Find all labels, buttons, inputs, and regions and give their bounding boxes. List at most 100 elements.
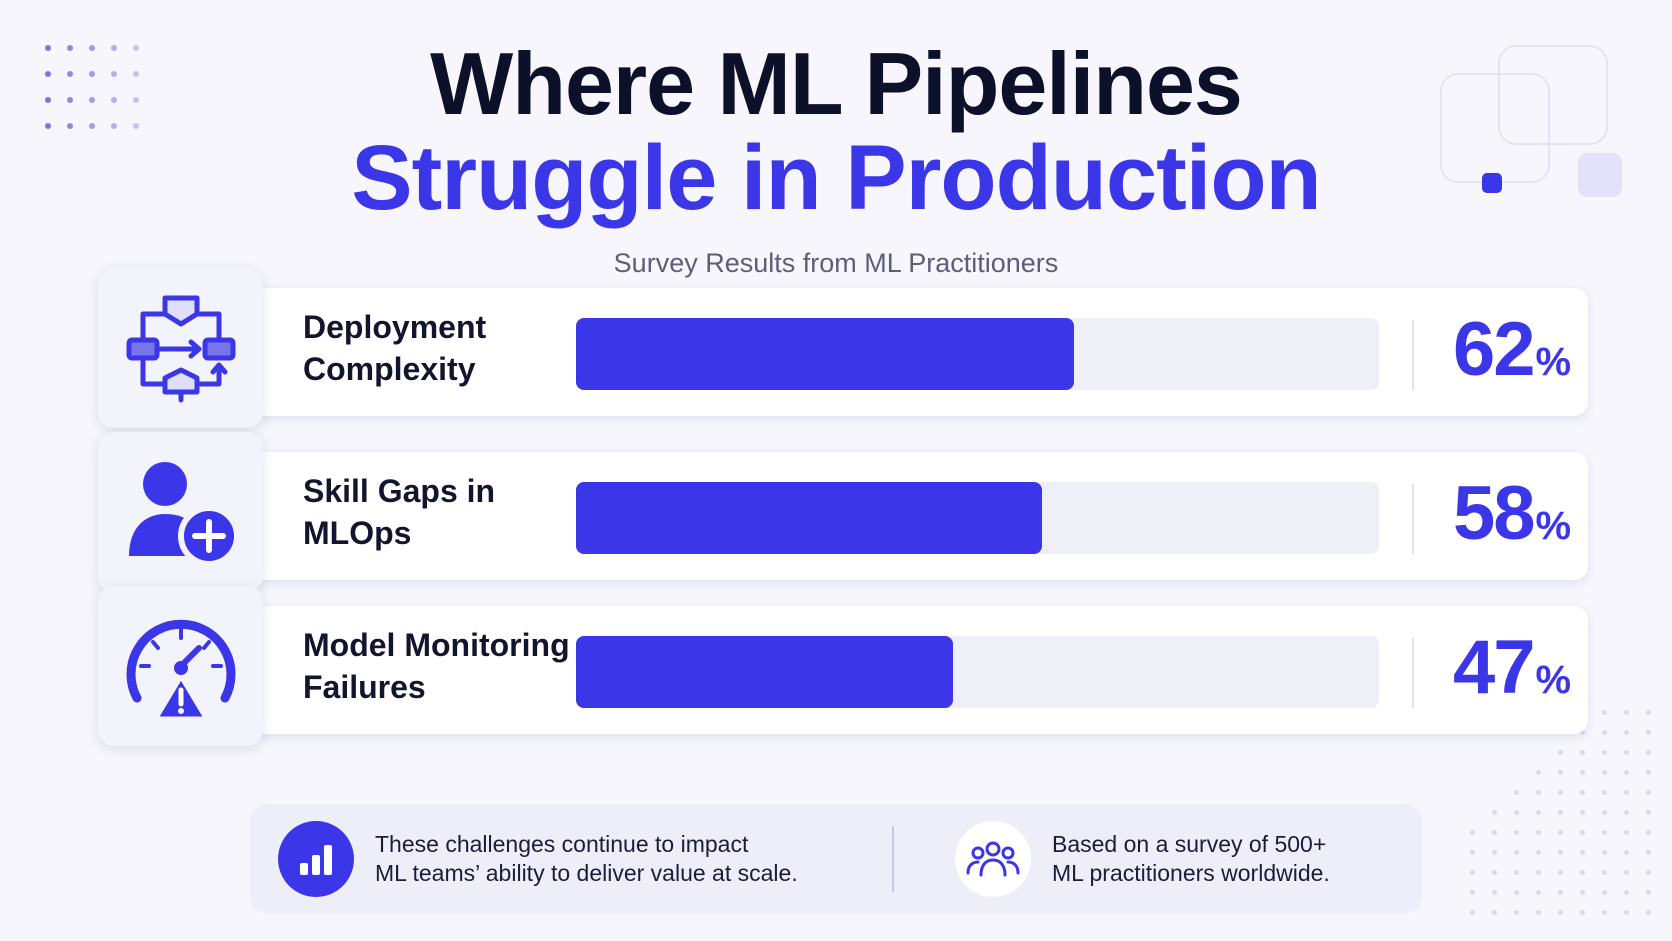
page-title-line1: Where ML Pipelines [430, 34, 1243, 133]
decorative-dot [89, 45, 95, 51]
bar-fill [576, 636, 953, 708]
bar-value-label: 47% [1438, 624, 1586, 720]
decorative-dot [1602, 830, 1607, 835]
bar-label-line1: Deployment [303, 309, 487, 345]
user-add-icon [98, 432, 263, 592]
decorative-dot [1602, 730, 1607, 735]
footer-note-panel: These challenges continue to impact ML t… [250, 804, 1422, 914]
decorative-dot [1602, 710, 1607, 715]
decorative-dot [133, 123, 139, 129]
decorative-dot [133, 45, 139, 51]
bar-label-line2: MLOps [303, 515, 412, 551]
decorative-dot [67, 123, 73, 129]
decorative-dot [1558, 790, 1563, 795]
decorative-dot [1602, 770, 1607, 775]
decorative-dot [1624, 850, 1629, 855]
decorative-dot [1470, 910, 1475, 915]
decorative-dot [1536, 790, 1541, 795]
bar-divider [1412, 484, 1414, 554]
decorative-dot [45, 71, 51, 77]
decorative-dot [1558, 870, 1563, 875]
bar-value-number: 47 [1452, 625, 1536, 710]
decorative-dot [111, 71, 117, 77]
decorative-dot [1492, 870, 1497, 875]
decorative-dot [1624, 770, 1629, 775]
decorative-dot [1646, 870, 1651, 875]
decorative-dot [1492, 910, 1497, 915]
decorative-dot [1470, 850, 1475, 855]
bar-row-model-monitoring: Model Monitoring Failures 47% [98, 586, 1592, 746]
decorative-dot [1624, 830, 1629, 835]
decorative-dot [1536, 910, 1541, 915]
decorative-dot [1646, 830, 1651, 835]
decorative-dot [1646, 710, 1651, 715]
decorative-dot [133, 97, 139, 103]
decorative-dot [1514, 850, 1519, 855]
decorative-dot [1624, 910, 1629, 915]
decorative-dot [89, 71, 95, 77]
bar-value-unit: % [1535, 658, 1572, 702]
decorative-dot [1492, 850, 1497, 855]
bar-value-number: 62 [1452, 307, 1536, 392]
decorative-dot [1646, 730, 1651, 735]
bar-label: Deployment Complexity [303, 268, 573, 428]
bar-value-unit: % [1535, 340, 1572, 384]
decorative-dot [1602, 890, 1607, 895]
decorative-dot [1602, 910, 1607, 915]
decorative-dot [1646, 770, 1651, 775]
bar-row-deployment-complexity: Deployment Complexity 62% [98, 268, 1592, 428]
decorative-dot [1602, 750, 1607, 755]
decorative-dot [1536, 850, 1541, 855]
decorative-dot [89, 97, 95, 103]
bar-track [576, 318, 1379, 390]
footer-note-impact-line2: ML teams’ ability to deliver value at sc… [375, 860, 798, 886]
bar-label: Skill Gaps in MLOps [303, 432, 573, 592]
bar-label-line2: Failures [303, 669, 426, 705]
decorative-dot [1492, 810, 1497, 815]
decorative-dot [111, 123, 117, 129]
decorative-dot [45, 45, 51, 51]
decorative-dot [1624, 730, 1629, 735]
footer-note-survey-line2: ML practitioners worldwide. [1052, 860, 1330, 886]
people-group-icon [955, 821, 1031, 897]
footer-note-survey-line1: Based on a survey of 500+ [1052, 831, 1327, 857]
decorative-dot [1602, 850, 1607, 855]
decorative-dot [1536, 890, 1541, 895]
footer-note-survey: Based on a survey of 500+ ML practitione… [1052, 830, 1412, 888]
decorative-dot [1558, 830, 1563, 835]
decorative-dot [1646, 750, 1651, 755]
decorative-dot [1558, 890, 1563, 895]
decorative-dot [1624, 790, 1629, 795]
bar-track [576, 482, 1379, 554]
bar-label-line1: Skill Gaps in [303, 473, 496, 509]
decorative-dot [1514, 890, 1519, 895]
decorative-squares-top-right [1440, 45, 1630, 205]
decorative-dot [1470, 870, 1475, 875]
decorative-dot [1492, 890, 1497, 895]
decorative-dot [1602, 790, 1607, 795]
decorative-dot [1580, 770, 1585, 775]
footer-note-impact: These challenges continue to impact ML t… [375, 830, 855, 888]
decorative-dot [1624, 750, 1629, 755]
decorative-dot [1624, 810, 1629, 815]
workflow-icon [98, 268, 263, 428]
decorative-dot [1536, 830, 1541, 835]
decorative-dot [111, 97, 117, 103]
page-title-line2: Struggle in Production [351, 127, 1322, 229]
decorative-dot [1536, 870, 1541, 875]
bar-divider [1412, 320, 1414, 390]
decorative-dots-bottom-right [1470, 710, 1670, 940]
decorative-dots-top-left [45, 45, 155, 145]
decorative-dot [1646, 910, 1651, 915]
footer-divider [892, 826, 894, 892]
decorative-dot [45, 97, 51, 103]
bar-track [576, 636, 1379, 708]
bar-value-number: 58 [1452, 471, 1536, 556]
decorative-dot [1646, 810, 1651, 815]
decorative-dot [1602, 870, 1607, 875]
decorative-dot [1580, 910, 1585, 915]
decorative-dot [1558, 810, 1563, 815]
footer-note-impact-line1: These challenges continue to impact [375, 831, 749, 857]
decorative-dot [1536, 810, 1541, 815]
decorative-dot [1580, 830, 1585, 835]
